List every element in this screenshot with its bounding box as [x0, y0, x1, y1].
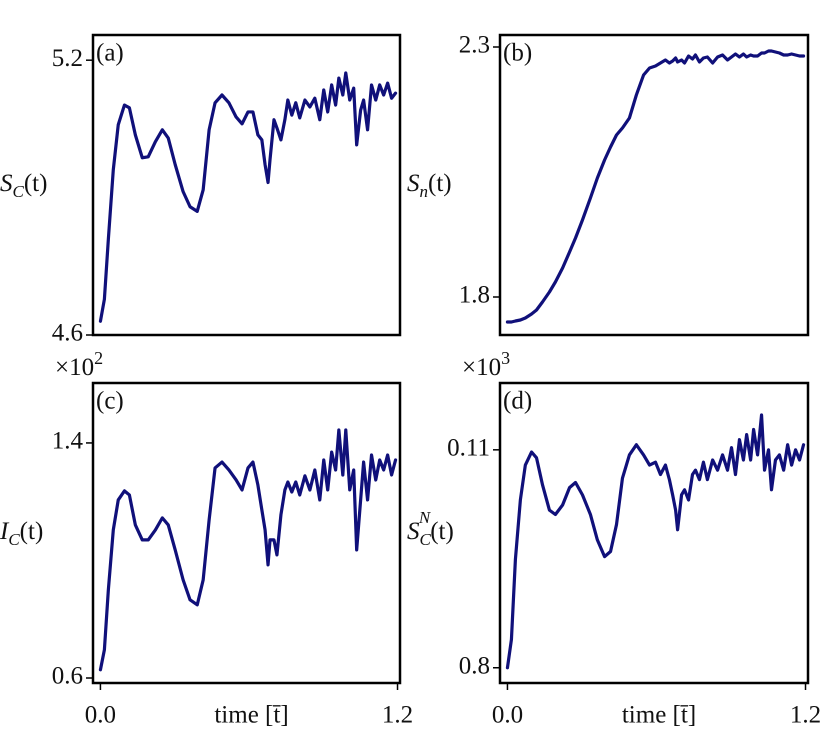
- y-axis-label: SCN(t): [407, 508, 454, 549]
- x-tick-label: 0.0: [85, 702, 116, 729]
- y-label-sub: C: [420, 530, 432, 549]
- multiplier-exp: 3: [501, 348, 510, 368]
- y-label-arg: (t): [430, 518, 454, 545]
- panel: 0.8 0.11 0.0 1.2 (d) SCN(t) ×103 time [t̄]: [407, 348, 821, 729]
- y-label-symbol: S: [407, 518, 420, 545]
- axes-frame: [91, 381, 402, 685]
- panel-label: (c): [96, 388, 124, 415]
- data-line: [505, 413, 806, 670]
- axis-multiplier: ×102: [55, 348, 103, 381]
- panel: 1.8 2.3 (b) Sn(t): [407, 32, 810, 337]
- y-label-sub: n: [420, 182, 429, 201]
- axes-frame: [498, 33, 810, 337]
- y-tick-label: 0.6: [52, 663, 83, 690]
- axes-frame: [91, 33, 402, 337]
- x-tick-label: 1.2: [790, 702, 821, 729]
- data-line: [98, 71, 398, 323]
- multiplier-base: ×10: [462, 354, 501, 381]
- y-label-symbol: S: [407, 170, 420, 197]
- data-line: [505, 49, 806, 324]
- y-tick-label: 5.2: [52, 45, 83, 72]
- y-label-sub: C: [13, 182, 25, 201]
- panel: 4.6 5.2 (a) SC(t): [0, 33, 402, 347]
- plot-area: [505, 413, 806, 670]
- y-axis-label: Sn(t): [407, 170, 452, 201]
- axis-multiplier: ×103: [462, 348, 510, 381]
- y-label-arg: (t): [20, 518, 44, 545]
- y-label-sub: C: [8, 530, 20, 549]
- multiplier-base: ×10: [55, 354, 94, 381]
- plot-area: [505, 49, 806, 324]
- data-line: [98, 428, 398, 672]
- y-tick-label: 1.4: [52, 428, 84, 455]
- y-label-symbol: S: [0, 170, 13, 197]
- y-tick-label: 4.6: [52, 320, 83, 347]
- y-label-arg: (t): [428, 170, 452, 197]
- y-tick-label: 0.8: [459, 652, 490, 679]
- y-label-arg: (t): [24, 170, 48, 197]
- panel-label: (b): [503, 40, 532, 67]
- panel: 0.6 1.4 0.0 1.2 (c) IC(t) ×102 time [t̄]: [0, 348, 413, 729]
- x-tick-label: 0.0: [492, 702, 523, 729]
- axes-frame: [498, 381, 810, 685]
- y-axis-label: SC(t): [0, 170, 47, 201]
- y-tick-label: 0.11: [447, 435, 490, 462]
- y-tick-label: 1.8: [459, 282, 490, 309]
- y-axis-label: IC(t): [0, 518, 43, 549]
- x-axis-label: time [t̄]: [214, 702, 288, 729]
- plot-area: [98, 428, 398, 672]
- multiplier-exp: 2: [94, 348, 103, 368]
- y-label-symbol: I: [0, 518, 10, 545]
- x-axis-label: time [t̄]: [622, 702, 696, 729]
- plot-area: [98, 71, 398, 323]
- y-label-sup: N: [418, 508, 432, 527]
- panel-label: (a): [96, 40, 124, 67]
- x-tick-label: 1.2: [382, 702, 413, 729]
- y-tick-label: 2.3: [459, 32, 490, 59]
- panel-label: (d): [503, 388, 532, 415]
